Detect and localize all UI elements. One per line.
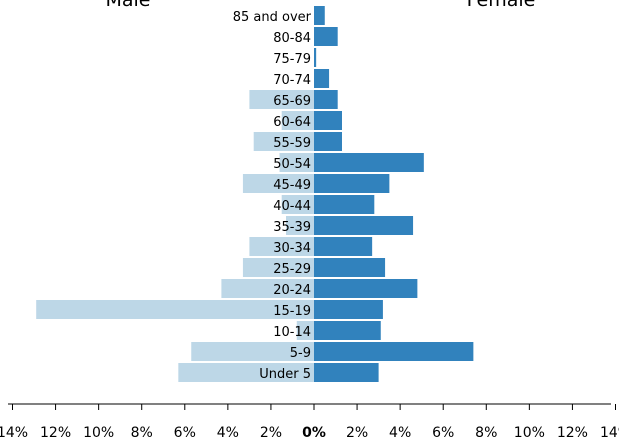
category-label-15-19: 15-19 xyxy=(273,304,311,319)
category-label-30-34: 30-34 xyxy=(273,241,311,256)
category-label-65-69: 65-69 xyxy=(273,94,311,109)
category-label-35-39: 35-39 xyxy=(273,220,311,235)
x-tick-label-10: 6% xyxy=(432,425,454,441)
bar-female-5-9 xyxy=(314,342,474,361)
bar-male-35-39 xyxy=(286,216,314,235)
bar-male-30-34 xyxy=(249,237,314,256)
category-label-75-79: 75-79 xyxy=(273,52,311,67)
bar-female-65-69 xyxy=(314,90,338,109)
x-tick-label-3: 8% xyxy=(131,425,153,441)
bar-male-20-24 xyxy=(221,279,314,298)
bar-male-10-14 xyxy=(296,321,314,340)
category-label-10-14: 10-14 xyxy=(273,325,311,340)
x-tick-label-13: 12% xyxy=(557,425,588,441)
bar-female-60-64 xyxy=(314,111,342,130)
x-tick-label-1: 12% xyxy=(40,425,71,441)
bar-female-30-34 xyxy=(314,237,373,256)
bar-female-50-54 xyxy=(314,153,424,172)
category-label-25-29: 25-29 xyxy=(273,262,311,277)
bar-female-70-74 xyxy=(314,69,330,88)
x-tick-label-2: 10% xyxy=(83,425,114,441)
male-side-label: Male xyxy=(105,0,150,11)
category-label-5-9: 5-9 xyxy=(290,346,311,361)
category-label-70-74: 70-74 xyxy=(273,73,311,88)
bar-female-under-5 xyxy=(314,363,379,382)
bar-female-75-79 xyxy=(314,48,317,67)
x-tick-label-6: 2% xyxy=(260,425,282,441)
bar-male-5-9 xyxy=(191,342,314,361)
bars-group xyxy=(36,6,474,382)
x-tick-label-8: 2% xyxy=(346,425,368,441)
category-label-40-44: 40-44 xyxy=(273,199,311,214)
category-label-80-84: 80-84 xyxy=(273,31,311,46)
category-label-45-49: 45-49 xyxy=(273,178,311,193)
bar-male-45-49 xyxy=(242,174,314,193)
bar-female-35-39 xyxy=(314,216,414,235)
female-side-label: Female xyxy=(467,0,536,11)
x-tick-label-0: 14% xyxy=(0,425,28,441)
bar-female-25-29 xyxy=(314,258,386,277)
bar-female-80-84 xyxy=(314,27,338,46)
x-axis: 14% 12% 10% 8% 6% 4% 2% 0% 2% 4% 6% 8% 10% 12% 14% xyxy=(0,403,619,441)
bar-female-55-59 xyxy=(314,132,342,151)
category-label-55-59: 55-59 xyxy=(273,136,311,151)
category-labels-group: 85 and over 80-84 75-79 70-74 65-69 60-64 55-5… xyxy=(233,10,312,382)
bar-female-85-and-over xyxy=(314,6,325,25)
category-label-under-5: Under 5 xyxy=(259,367,311,382)
category-label-85-and-over: 85 and over xyxy=(233,10,312,25)
bar-male-under-5 xyxy=(178,363,314,382)
bar-female-15-19 xyxy=(314,300,383,319)
bar-male-25-29 xyxy=(242,258,314,277)
bar-male-60-64 xyxy=(281,111,314,130)
bar-male-55-59 xyxy=(253,132,314,151)
bar-male-65-69 xyxy=(249,90,314,109)
bar-female-10-14 xyxy=(314,321,381,340)
x-tick-label-5: 4% xyxy=(217,425,239,441)
x-tick-label-12: 10% xyxy=(514,425,545,441)
bar-male-50-54 xyxy=(279,153,314,172)
category-label-50-54: 50-54 xyxy=(273,157,311,172)
x-tick-label-7: 0% xyxy=(302,425,326,441)
bar-male-40-44 xyxy=(281,195,314,214)
category-label-60-64: 60-64 xyxy=(273,115,311,130)
bar-female-20-24 xyxy=(314,279,418,298)
x-tick-label-14: 14% xyxy=(600,425,619,441)
category-label-20-24: 20-24 xyxy=(273,283,311,298)
x-tick-label-11: 8% xyxy=(475,425,497,441)
bar-male-15-19 xyxy=(36,300,315,319)
x-tick-label-9: 4% xyxy=(389,425,411,441)
x-tick-label-4: 6% xyxy=(174,425,196,441)
bar-female-40-44 xyxy=(314,195,375,214)
bar-female-45-49 xyxy=(314,174,390,193)
